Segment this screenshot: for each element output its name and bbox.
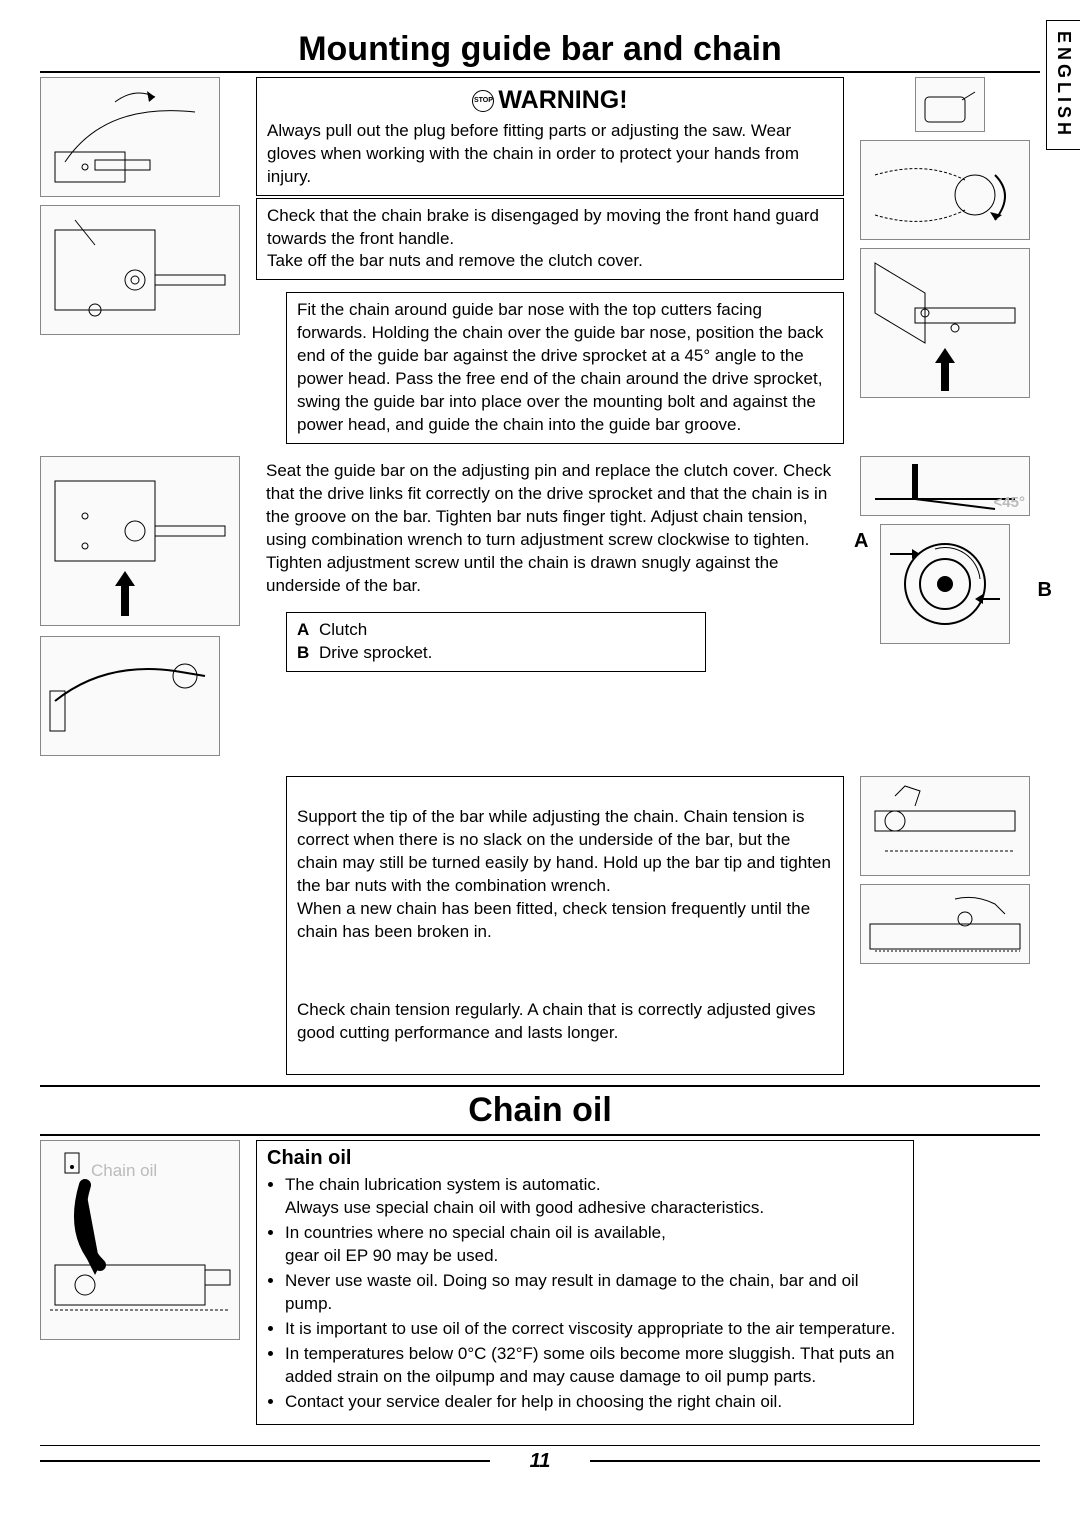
warning-heading: WARNING! [498, 86, 627, 114]
diagram-tighten-nuts [860, 884, 1030, 964]
step-box-fit-chain: Fit the chain around guide bar nose with… [286, 292, 844, 444]
oil-bullet: The chain lubrication system is automati… [285, 1174, 903, 1220]
diagram-clutch-sprocket [880, 524, 1010, 644]
step5b-text: Check chain tension regularly. A chain t… [297, 999, 833, 1045]
oil-bullet: Never use waste oil. Doing so may result… [285, 1270, 903, 1316]
step5a-text: Support the tip of the bar while adjusti… [297, 806, 833, 944]
warning-body: Always pull out the plug before fitting … [267, 120, 833, 189]
oil-bullet: It is important to use oil of the correc… [285, 1318, 903, 1341]
chain-oil-heading: Chain oil [267, 1145, 903, 1172]
oil-bullet: In temperatures below 0°C (32°F) some oi… [285, 1343, 903, 1389]
chain-oil-box: Chain oil The chain lubrication system i… [256, 1140, 914, 1424]
diagram-mount-bolt [860, 248, 1030, 398]
legend-val-b: Drive sprocket. [319, 642, 432, 665]
diagram-chain-sprocket [860, 140, 1030, 240]
page-number: 11 [40, 1445, 1040, 1473]
language-tab: ENGLISH [1046, 20, 1080, 150]
warning-box: STOPWARNING! Always pull out the plug be… [256, 77, 844, 196]
legend-key-b: B [297, 642, 319, 665]
diagram-clutch-cover [40, 205, 240, 335]
diagram-chain-oil: Chain oil [40, 1140, 240, 1340]
legend-key-a: A [297, 619, 319, 642]
diagram-tip-support [860, 776, 1030, 876]
label-b: B [1038, 579, 1052, 602]
section-title-chain-oil: Chain oil [40, 1085, 1040, 1136]
diagram-adjust-tension [40, 456, 240, 626]
step-box-brake: Check that the chain brake is disengaged… [256, 198, 844, 281]
diagram-wrench [40, 636, 220, 756]
section-title-mounting: Mounting guide bar and chain [40, 30, 1040, 73]
label-a: A [854, 530, 868, 553]
stop-icon: STOP [472, 90, 494, 112]
diagram-hand-guard [40, 77, 220, 197]
oil-bullet: Contact your service dealer for help in … [285, 1391, 903, 1414]
diagram-glove [915, 77, 985, 132]
oil-bullet: In countries where no special chain oil … [285, 1222, 903, 1268]
step-box-seat-bar: Seat the guide bar on the adjusting pin … [256, 456, 844, 602]
angle-label: <45° [994, 494, 1025, 511]
diagram-angle: <45° [860, 456, 1030, 516]
legend-box: AClutch BDrive sprocket. [286, 612, 706, 672]
chain-oil-diagram-label: Chain oil [91, 1161, 157, 1181]
legend-val-a: Clutch [319, 619, 367, 642]
step-box-support-tip: Support the tip of the bar while adjusti… [286, 776, 844, 1075]
